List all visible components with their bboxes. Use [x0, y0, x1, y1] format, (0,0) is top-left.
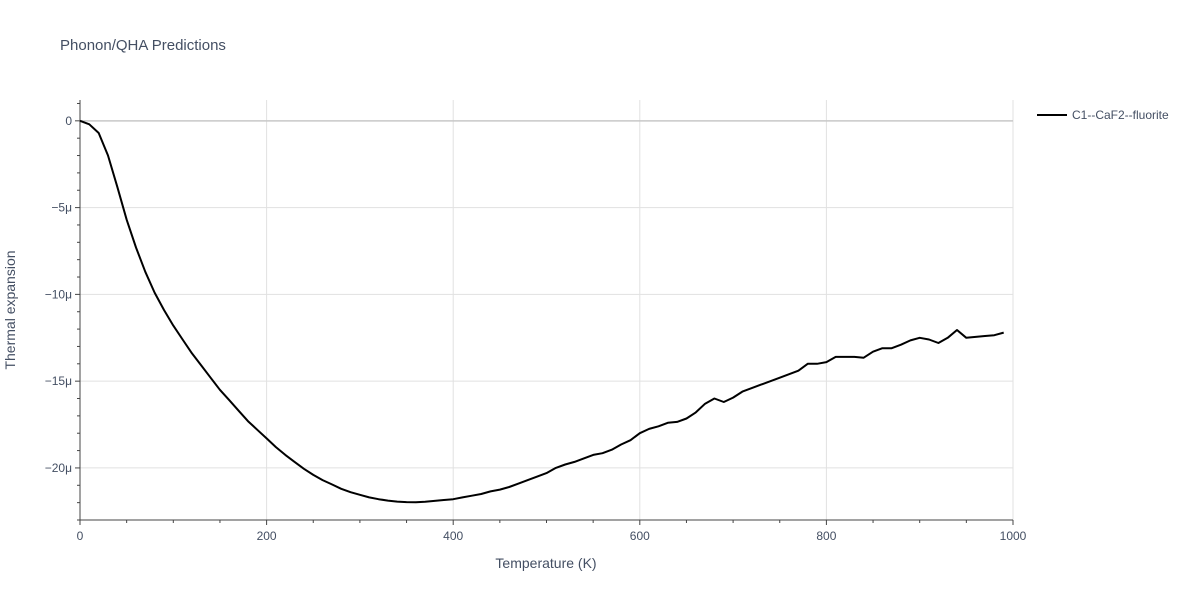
- x-tick-label: 0: [77, 529, 84, 543]
- x-tick-label: 400: [443, 529, 463, 543]
- y-tick-label: −15μ: [45, 374, 72, 388]
- series-layer: [79, 119, 1004, 504]
- x-tick-label: 600: [630, 529, 650, 543]
- y-tick-label: −5μ: [51, 201, 72, 215]
- y-axis-title: Thermal expansion: [2, 250, 18, 369]
- x-axis-title: Temperature (K): [495, 555, 596, 571]
- series-line: [79, 119, 1004, 504]
- x-tick-label: 1000: [1000, 529, 1027, 543]
- x-tick-label: 800: [816, 529, 836, 543]
- x-tick-label: 200: [257, 529, 277, 543]
- y-tick-label: −10μ: [45, 287, 72, 301]
- chart-title: Phonon/QHA Predictions: [60, 37, 226, 54]
- y-tick-label: −20μ: [45, 461, 72, 475]
- legend-label: C1--CaF2--fluorite: [1072, 108, 1169, 122]
- y-tick-label: 0: [65, 114, 72, 128]
- legend[interactable]: C1--CaF2--fluorite: [1037, 108, 1169, 122]
- axes: 0 200 400 600 800 1000 0 −5μ −10μ −15μ −20μ: [45, 100, 1027, 543]
- grid: [80, 100, 1014, 520]
